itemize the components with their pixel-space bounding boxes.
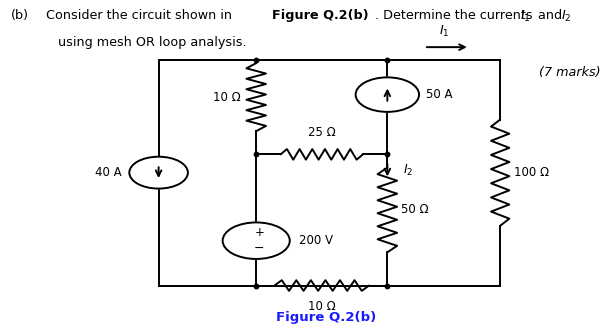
Text: $I_1$: $I_1$ [520,9,531,24]
Circle shape [223,222,290,259]
Circle shape [129,157,188,189]
Text: 40 A: 40 A [95,166,122,179]
Text: 10 Ω: 10 Ω [214,91,241,104]
Text: 100 Ω: 100 Ω [514,166,549,179]
Text: 50 A: 50 A [426,88,453,101]
Text: (b): (b) [11,9,29,22]
Text: $I_1$: $I_1$ [439,24,449,39]
Text: . Determine the currents: . Determine the currents [375,9,536,22]
Text: −: − [254,242,265,255]
Text: Consider the circuit shown in: Consider the circuit shown in [46,9,235,22]
Text: $I_2$: $I_2$ [561,9,572,24]
Text: using mesh OR loop analysis.: using mesh OR loop analysis. [58,36,246,48]
Text: $I_2$: $I_2$ [403,163,413,178]
Text: and: and [534,9,566,22]
Text: 25 Ω: 25 Ω [308,126,336,139]
Text: 10 Ω: 10 Ω [308,300,336,313]
Text: 50 Ω: 50 Ω [401,204,428,216]
Circle shape [356,77,419,112]
Text: 200 V: 200 V [299,234,333,247]
Text: +: + [254,226,264,239]
Text: Figure Q.2(b): Figure Q.2(b) [272,9,368,22]
Text: Figure Q.2(b): Figure Q.2(b) [276,311,376,324]
Text: (7 marks): (7 marks) [539,66,601,79]
